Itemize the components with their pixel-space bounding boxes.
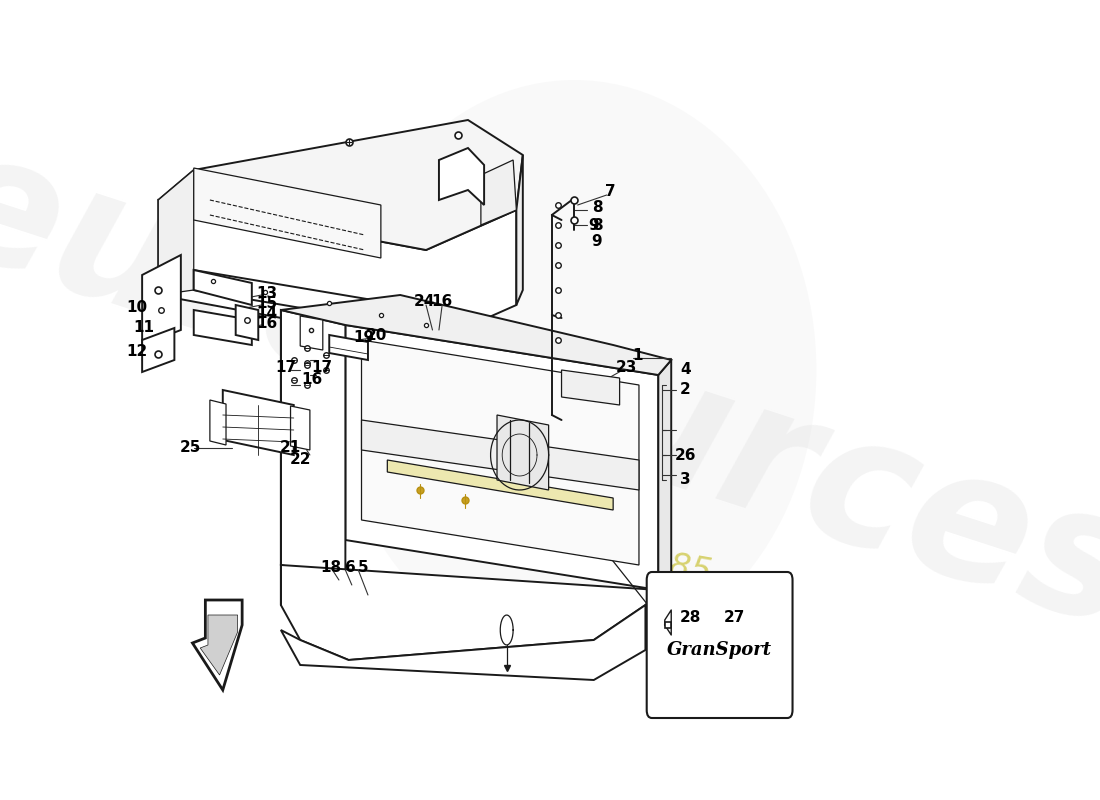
- Polygon shape: [280, 605, 646, 680]
- Text: 17: 17: [311, 361, 332, 375]
- Text: 1: 1: [632, 347, 642, 362]
- Polygon shape: [280, 565, 658, 660]
- Text: 18: 18: [320, 561, 341, 575]
- Polygon shape: [194, 310, 252, 345]
- Text: 7: 7: [605, 185, 615, 199]
- Polygon shape: [658, 360, 671, 590]
- Polygon shape: [516, 155, 522, 305]
- Text: GranSport: GranSport: [667, 641, 772, 659]
- Text: 4: 4: [680, 362, 691, 378]
- Polygon shape: [387, 460, 613, 510]
- Polygon shape: [194, 270, 432, 330]
- Text: 19: 19: [353, 330, 374, 346]
- Polygon shape: [290, 406, 310, 450]
- Text: 20: 20: [365, 327, 387, 342]
- Text: 15: 15: [256, 295, 277, 310]
- Text: 24: 24: [414, 294, 436, 310]
- Polygon shape: [192, 600, 242, 690]
- Text: 8: 8: [592, 201, 603, 215]
- Text: 21: 21: [279, 441, 301, 455]
- Polygon shape: [223, 390, 294, 455]
- Text: 3: 3: [680, 473, 691, 487]
- Text: 10: 10: [126, 301, 147, 315]
- Polygon shape: [280, 295, 671, 375]
- Polygon shape: [345, 325, 658, 590]
- Text: 16: 16: [256, 315, 277, 330]
- Polygon shape: [280, 310, 345, 580]
- Text: 8: 8: [592, 218, 603, 233]
- Polygon shape: [481, 160, 516, 225]
- Polygon shape: [194, 270, 252, 305]
- Text: 14: 14: [256, 306, 277, 321]
- Polygon shape: [362, 340, 639, 565]
- Polygon shape: [142, 255, 180, 345]
- Text: 5: 5: [359, 561, 369, 575]
- FancyBboxPatch shape: [647, 572, 792, 718]
- Polygon shape: [142, 328, 175, 372]
- Text: 11: 11: [133, 321, 154, 335]
- Text: 16: 16: [301, 373, 322, 387]
- Polygon shape: [235, 305, 258, 340]
- Polygon shape: [200, 615, 238, 675]
- Text: 27: 27: [724, 610, 745, 626]
- Polygon shape: [158, 200, 516, 345]
- Text: 9: 9: [592, 234, 603, 250]
- Text: 28: 28: [680, 610, 702, 626]
- Polygon shape: [439, 148, 484, 205]
- Text: 17: 17: [275, 361, 297, 375]
- Text: 16: 16: [431, 294, 453, 310]
- Ellipse shape: [332, 80, 816, 660]
- Text: 6: 6: [344, 561, 355, 575]
- Text: eurosources: eurosources: [0, 114, 1100, 666]
- Text: a passion... since 1985: a passion... since 1985: [331, 490, 714, 590]
- Text: 22: 22: [290, 453, 311, 467]
- Polygon shape: [210, 400, 225, 445]
- Polygon shape: [158, 120, 522, 250]
- Text: 25: 25: [179, 441, 201, 455]
- Polygon shape: [329, 335, 368, 360]
- Text: 13: 13: [256, 286, 277, 301]
- Polygon shape: [362, 420, 639, 490]
- Polygon shape: [194, 168, 381, 258]
- Text: 26: 26: [674, 447, 696, 462]
- Text: 23: 23: [615, 361, 637, 375]
- Polygon shape: [561, 370, 619, 405]
- Polygon shape: [300, 316, 322, 350]
- Polygon shape: [158, 170, 194, 295]
- Text: 2: 2: [680, 382, 691, 398]
- Text: 12: 12: [126, 345, 147, 359]
- Polygon shape: [497, 415, 549, 490]
- Text: 9: 9: [588, 218, 600, 233]
